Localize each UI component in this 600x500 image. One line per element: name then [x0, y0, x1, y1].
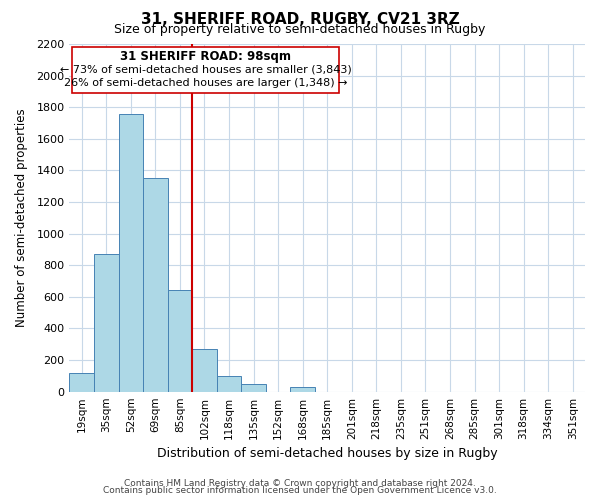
- Bar: [119, 114, 143, 392]
- Text: 26% of semi-detached houses are larger (1,348) →: 26% of semi-detached houses are larger (…: [64, 78, 347, 88]
- Y-axis label: Number of semi-detached properties: Number of semi-detached properties: [15, 108, 28, 327]
- X-axis label: Distribution of semi-detached houses by size in Rugby: Distribution of semi-detached houses by …: [157, 447, 497, 460]
- Bar: [217, 376, 241, 392]
- Bar: [70, 372, 94, 392]
- Bar: [167, 290, 192, 392]
- Text: Size of property relative to semi-detached houses in Rugby: Size of property relative to semi-detach…: [115, 22, 485, 36]
- Text: 31 SHERIFF ROAD: 98sqm: 31 SHERIFF ROAD: 98sqm: [120, 50, 291, 63]
- Text: Contains public sector information licensed under the Open Government Licence v3: Contains public sector information licen…: [103, 486, 497, 495]
- Text: Contains HM Land Registry data © Crown copyright and database right 2024.: Contains HM Land Registry data © Crown c…: [124, 478, 476, 488]
- Bar: [143, 178, 167, 392]
- Bar: [241, 384, 266, 392]
- Bar: [290, 387, 315, 392]
- Bar: [94, 254, 119, 392]
- Bar: [192, 349, 217, 392]
- FancyBboxPatch shape: [72, 47, 340, 93]
- Text: 31, SHERIFF ROAD, RUGBY, CV21 3RZ: 31, SHERIFF ROAD, RUGBY, CV21 3RZ: [140, 12, 460, 28]
- Text: ← 73% of semi-detached houses are smaller (3,843): ← 73% of semi-detached houses are smalle…: [60, 64, 352, 74]
